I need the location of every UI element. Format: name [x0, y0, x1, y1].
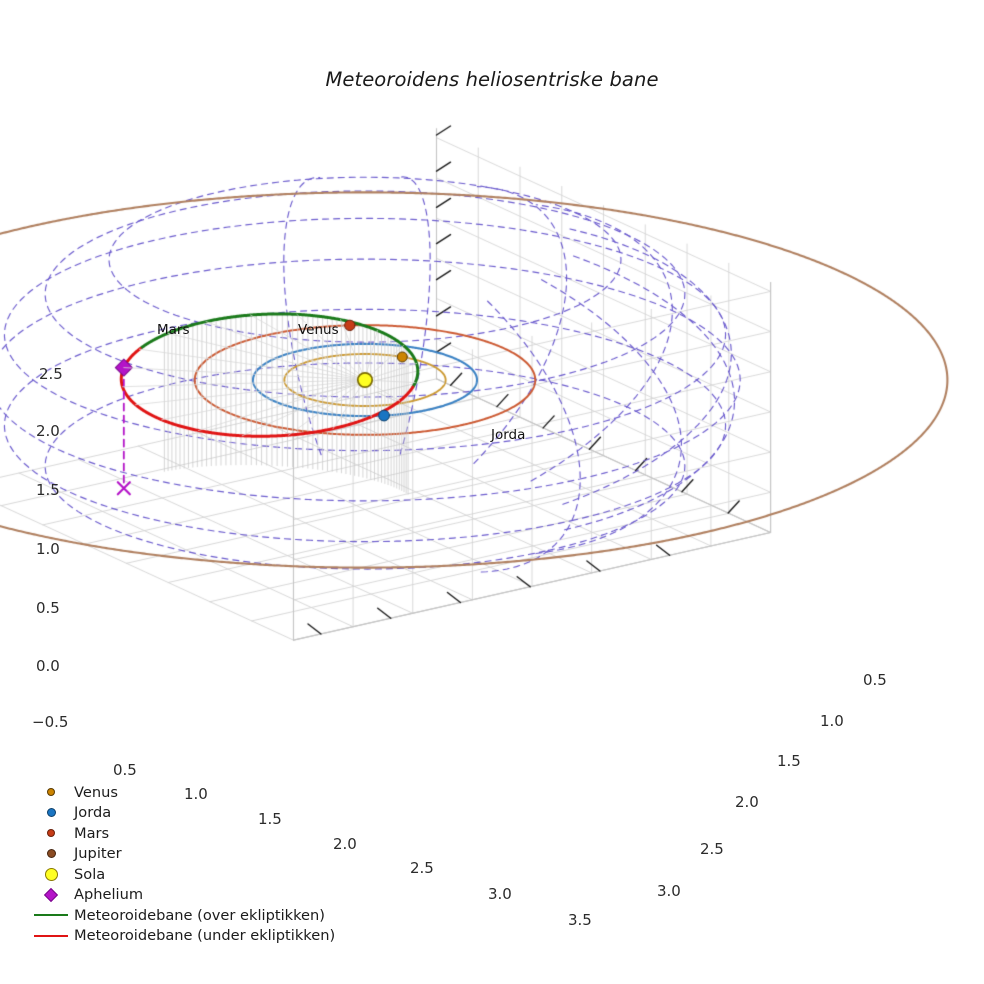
y-tick-4: 2.5 [700, 840, 724, 858]
sun-marker [28, 867, 74, 881]
line-marker [28, 914, 74, 917]
x-tick-2: 1.5 [258, 810, 282, 828]
z-tick-1: 2.0 [36, 422, 60, 440]
x-tick-1: 1.0 [184, 785, 208, 803]
plot-legend: Venus Jorda Mars Jupiter Sola Aphelium Meteoro… [28, 782, 335, 946]
x-tick-0: 0.5 [113, 761, 137, 779]
legend-dot-swatch [47, 829, 55, 838]
x-tick-3: 2.0 [333, 835, 357, 853]
jorda-label: Jorda [491, 427, 526, 443]
x-tick-4: 2.5 [410, 859, 434, 877]
legend-item-jorda[interactable]: Jorda [28, 803, 335, 824]
legend-item-meteoroidebane-over-ekliptikken[interactable]: Meteoroidebane (over ekliptikken) [28, 905, 335, 926]
legend-item-label: Venus [74, 783, 118, 801]
y-tick-5: 3.0 [657, 882, 681, 900]
circle-marker [28, 829, 74, 838]
y-tick-0: 0.5 [863, 671, 887, 689]
z-tick-0: 2.5 [39, 365, 63, 383]
legend-item-label: Aphelium [74, 886, 144, 904]
x-tick-5: 3.0 [488, 885, 512, 903]
line-marker [28, 934, 74, 937]
legend-item-label: Sola [74, 865, 106, 883]
legend-item-sola[interactable]: Sola [28, 864, 335, 885]
legend-item-jupiter[interactable]: Jupiter [28, 844, 335, 865]
legend-dot-swatch [44, 867, 58, 881]
circle-marker [28, 849, 74, 859]
legend-line-swatch [34, 934, 68, 937]
page-title: Meteoroidens heliosentriske bane [325, 68, 659, 91]
venus-label: Venus [298, 322, 339, 338]
legend-item-venus[interactable]: Venus [28, 782, 335, 803]
y-tick-1: 1.0 [820, 712, 844, 730]
legend-item-label: Meteoroidebane (over ekliptikken) [74, 906, 325, 924]
legend-item-label: Jorda [74, 804, 112, 822]
legend-dot-swatch [47, 788, 55, 797]
legend-item-label: Jupiter [74, 845, 122, 863]
z-tick-4: 0.5 [36, 599, 60, 617]
z-tick-6: −0.5 [32, 713, 69, 731]
legend-item-label: Mars [74, 824, 110, 842]
z-tick-5: 0.0 [36, 657, 60, 675]
z-tick-3: 1.0 [36, 540, 60, 558]
legend-item-meteoroidebane-under-ekliptikken[interactable]: Meteoroidebane (under ekliptikken) [28, 926, 335, 947]
mars-label: Mars [157, 322, 190, 338]
legend-item-aphelium[interactable]: Aphelium [28, 885, 335, 906]
legend-line-swatch [34, 914, 68, 917]
diamond-marker [28, 887, 74, 902]
legend-item-mars[interactable]: Mars [28, 823, 335, 844]
legend-diamond-swatch [43, 887, 59, 902]
circle-marker [28, 788, 74, 797]
y-tick-3: 2.0 [735, 793, 759, 811]
y-tick-2: 1.5 [777, 752, 801, 770]
circle-marker [28, 808, 74, 818]
legend-dot-swatch [46, 849, 56, 859]
x-tick-6: 3.5 [568, 911, 592, 929]
legend-dot-swatch [46, 808, 56, 818]
legend-item-label: Meteoroidebane (under ekliptikken) [74, 927, 336, 945]
z-tick-2: 1.5 [36, 481, 60, 499]
